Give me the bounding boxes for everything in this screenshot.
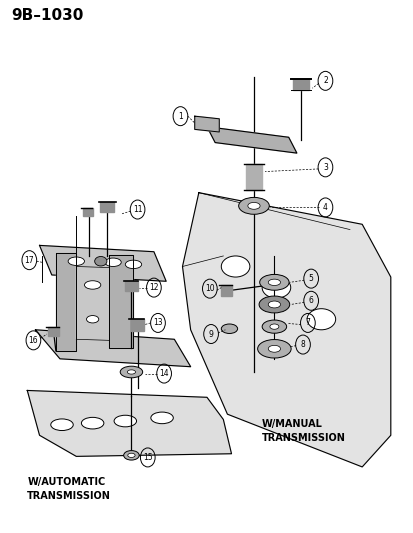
Text: 9: 9 (208, 329, 213, 338)
Bar (221, 285, 231, 295)
Ellipse shape (123, 450, 139, 460)
Bar (83, 208, 93, 216)
Text: 17: 17 (24, 256, 34, 265)
Ellipse shape (114, 415, 136, 427)
Text: 6: 6 (308, 296, 313, 305)
Polygon shape (206, 127, 296, 153)
Ellipse shape (247, 203, 259, 209)
Bar (245, 164, 261, 190)
Ellipse shape (84, 281, 100, 289)
Text: 11: 11 (133, 205, 142, 214)
Ellipse shape (127, 370, 135, 374)
Ellipse shape (268, 279, 280, 286)
Polygon shape (194, 116, 219, 132)
Text: 4: 4 (322, 203, 327, 212)
Bar (47, 327, 59, 336)
Ellipse shape (51, 419, 73, 431)
Text: 5: 5 (308, 274, 313, 283)
Bar (292, 79, 309, 90)
Text: 14: 14 (159, 369, 169, 378)
Polygon shape (40, 245, 166, 281)
Bar (100, 202, 114, 212)
Polygon shape (56, 253, 76, 351)
Ellipse shape (128, 453, 135, 457)
Text: 2: 2 (322, 76, 327, 85)
Bar (131, 319, 144, 331)
Ellipse shape (268, 345, 280, 352)
Ellipse shape (221, 324, 237, 334)
Ellipse shape (104, 258, 121, 266)
Text: 16: 16 (28, 336, 38, 345)
Text: 7: 7 (305, 318, 310, 327)
Ellipse shape (261, 320, 286, 333)
Bar (125, 281, 137, 291)
Ellipse shape (261, 277, 290, 298)
Ellipse shape (86, 316, 99, 323)
Text: 8: 8 (300, 340, 305, 349)
Ellipse shape (150, 412, 173, 424)
Text: 15: 15 (142, 453, 152, 462)
Polygon shape (182, 192, 390, 467)
Text: W/MANUAL
TRANSMISSION: W/MANUAL TRANSMISSION (261, 419, 345, 443)
Ellipse shape (306, 309, 335, 330)
Ellipse shape (268, 301, 280, 308)
Ellipse shape (68, 257, 84, 265)
Ellipse shape (259, 296, 289, 313)
Polygon shape (27, 391, 231, 456)
Ellipse shape (269, 324, 278, 329)
Polygon shape (109, 255, 133, 348)
Ellipse shape (259, 274, 288, 290)
Ellipse shape (81, 417, 104, 429)
Ellipse shape (95, 256, 107, 266)
Text: W/AUTOMATIC
TRANSMISSION: W/AUTOMATIC TRANSMISSION (27, 478, 111, 500)
Text: 13: 13 (153, 318, 162, 327)
Ellipse shape (221, 256, 249, 277)
Polygon shape (36, 330, 190, 367)
Ellipse shape (257, 340, 290, 358)
Ellipse shape (238, 197, 268, 214)
Text: 12: 12 (149, 283, 158, 292)
Ellipse shape (120, 366, 142, 378)
Text: 3: 3 (322, 163, 327, 172)
Text: 1: 1 (178, 112, 183, 120)
Ellipse shape (125, 260, 141, 269)
Text: 9B–1030: 9B–1030 (11, 9, 83, 23)
Polygon shape (76, 266, 109, 341)
Text: 10: 10 (204, 284, 214, 293)
